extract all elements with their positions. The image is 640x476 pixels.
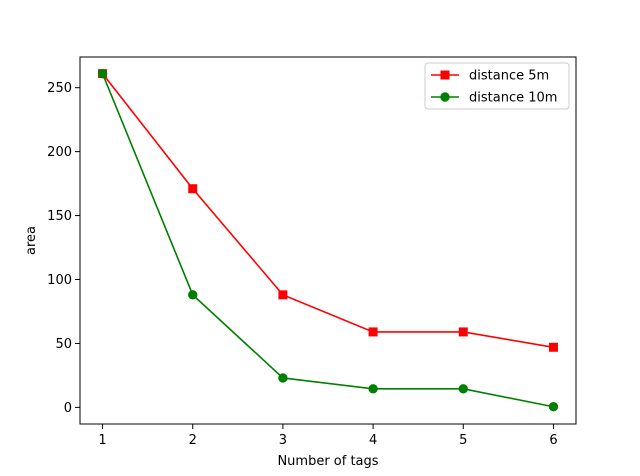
data-point [458, 327, 468, 337]
legend-marker [440, 70, 450, 80]
data-point [368, 327, 378, 337]
x-tick-label: 3 [279, 433, 287, 448]
axes-frame [79, 56, 577, 425]
x-tick-label: 5 [459, 433, 467, 448]
data-point [188, 184, 198, 194]
legend-marker [440, 92, 450, 102]
data-point [368, 384, 378, 394]
y-tick-label: 0 [64, 401, 72, 416]
legend-label: distance 5m [469, 69, 549, 84]
series-2 [97, 68, 559, 412]
legend-label: distance 10m [469, 91, 557, 106]
plot-area [80, 57, 576, 424]
y-tick-label: 150 [47, 209, 72, 224]
y-axis-label: area [24, 226, 39, 255]
series-line [101, 73, 554, 349]
x-tick-label: 2 [189, 433, 197, 448]
x-tick-label: 6 [549, 433, 557, 448]
series-line [101, 73, 554, 408]
x-tick-label: 1 [98, 433, 106, 448]
legend-box [424, 62, 570, 110]
y-tick-label: 250 [47, 81, 72, 96]
y-tick-label: 200 [47, 145, 72, 160]
y-tick-label: 100 [47, 273, 72, 288]
series-layer [97, 68, 559, 412]
data-point [458, 384, 468, 394]
data-point [278, 290, 288, 300]
data-point [97, 68, 108, 79]
data-point [188, 290, 198, 300]
axes-layer: 1 2 3 4 5 6 0 50 100 150 200 250 [47, 56, 577, 448]
plot-background [80, 57, 576, 424]
x-axis-label: Number of tags [277, 454, 378, 469]
legend: distance 5m distance 10m [424, 62, 570, 110]
y-tick-label: 50 [55, 337, 72, 352]
data-point [548, 342, 558, 352]
data-point [548, 402, 559, 412]
x-tick-label: 4 [369, 433, 377, 448]
data-point [278, 373, 288, 383]
